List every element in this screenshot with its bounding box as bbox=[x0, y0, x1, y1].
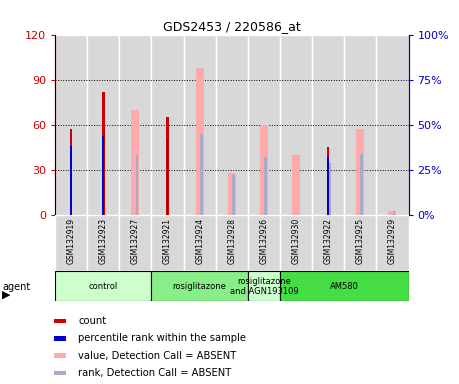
Bar bbox=[55, 271, 151, 301]
Bar bbox=[184, 35, 216, 215]
Bar bbox=[87, 35, 119, 215]
Bar bbox=[196, 68, 204, 215]
Bar bbox=[312, 215, 344, 271]
Bar bbox=[216, 35, 248, 215]
Bar bbox=[280, 35, 312, 215]
Text: GSM132919: GSM132919 bbox=[67, 218, 76, 264]
Bar bbox=[151, 215, 184, 271]
Bar bbox=[248, 35, 280, 215]
Bar bbox=[344, 215, 376, 271]
Bar bbox=[87, 215, 119, 271]
Bar bbox=[102, 136, 104, 215]
Text: rank, Detection Call = ABSENT: rank, Detection Call = ABSENT bbox=[78, 368, 231, 378]
Text: GSM132925: GSM132925 bbox=[356, 218, 365, 264]
Bar bbox=[280, 271, 409, 301]
Bar bbox=[327, 147, 330, 215]
Bar bbox=[200, 134, 203, 215]
Text: percentile rank within the sample: percentile rank within the sample bbox=[78, 333, 246, 343]
Bar bbox=[248, 271, 280, 301]
Bar bbox=[248, 215, 280, 271]
Bar bbox=[312, 35, 344, 215]
Title: GDS2453 / 220586_at: GDS2453 / 220586_at bbox=[163, 20, 301, 33]
Bar bbox=[54, 336, 66, 341]
Text: GSM132927: GSM132927 bbox=[131, 218, 140, 264]
Bar bbox=[135, 156, 139, 215]
Bar bbox=[232, 175, 235, 215]
Bar bbox=[344, 35, 376, 215]
Text: rosiglitazone: rosiglitazone bbox=[173, 282, 227, 291]
Bar bbox=[55, 215, 87, 271]
Text: ▶: ▶ bbox=[2, 290, 11, 300]
Bar bbox=[151, 271, 248, 301]
Bar bbox=[292, 155, 300, 215]
Bar bbox=[376, 215, 409, 271]
Bar bbox=[388, 210, 397, 215]
Bar bbox=[280, 215, 312, 271]
Bar bbox=[392, 212, 396, 215]
Text: value, Detection Call = ABSENT: value, Detection Call = ABSENT bbox=[78, 351, 236, 361]
Text: GSM132926: GSM132926 bbox=[259, 218, 269, 264]
Text: GSM132924: GSM132924 bbox=[195, 218, 204, 264]
Bar bbox=[102, 92, 105, 215]
Bar bbox=[70, 146, 72, 215]
Bar bbox=[119, 35, 151, 215]
Text: GSM132929: GSM132929 bbox=[388, 218, 397, 264]
Bar bbox=[166, 117, 169, 215]
Bar bbox=[55, 35, 87, 215]
Bar bbox=[216, 215, 248, 271]
Text: GSM132930: GSM132930 bbox=[291, 218, 301, 264]
Text: agent: agent bbox=[2, 282, 31, 292]
Bar bbox=[360, 154, 364, 215]
Text: GSM132923: GSM132923 bbox=[99, 218, 108, 264]
Bar bbox=[70, 129, 73, 215]
Bar bbox=[356, 129, 364, 215]
Bar bbox=[264, 157, 267, 215]
Bar bbox=[54, 371, 66, 375]
Text: control: control bbox=[89, 282, 118, 291]
Text: rosiglitazone
and AGN193109: rosiglitazone and AGN193109 bbox=[230, 277, 298, 296]
Text: GSM132921: GSM132921 bbox=[163, 218, 172, 264]
Bar bbox=[328, 163, 331, 215]
Bar bbox=[167, 139, 168, 215]
Bar bbox=[131, 110, 140, 215]
Bar bbox=[54, 319, 66, 323]
Bar bbox=[260, 125, 268, 215]
Text: GSM132928: GSM132928 bbox=[227, 218, 236, 264]
Text: AM580: AM580 bbox=[330, 282, 358, 291]
Bar bbox=[151, 35, 184, 215]
Bar bbox=[327, 157, 329, 215]
Text: GSM132922: GSM132922 bbox=[324, 218, 333, 264]
Bar bbox=[54, 354, 66, 358]
Text: count: count bbox=[78, 316, 106, 326]
Bar bbox=[376, 35, 409, 215]
Bar bbox=[119, 215, 151, 271]
Bar bbox=[184, 215, 216, 271]
Bar bbox=[228, 173, 236, 215]
